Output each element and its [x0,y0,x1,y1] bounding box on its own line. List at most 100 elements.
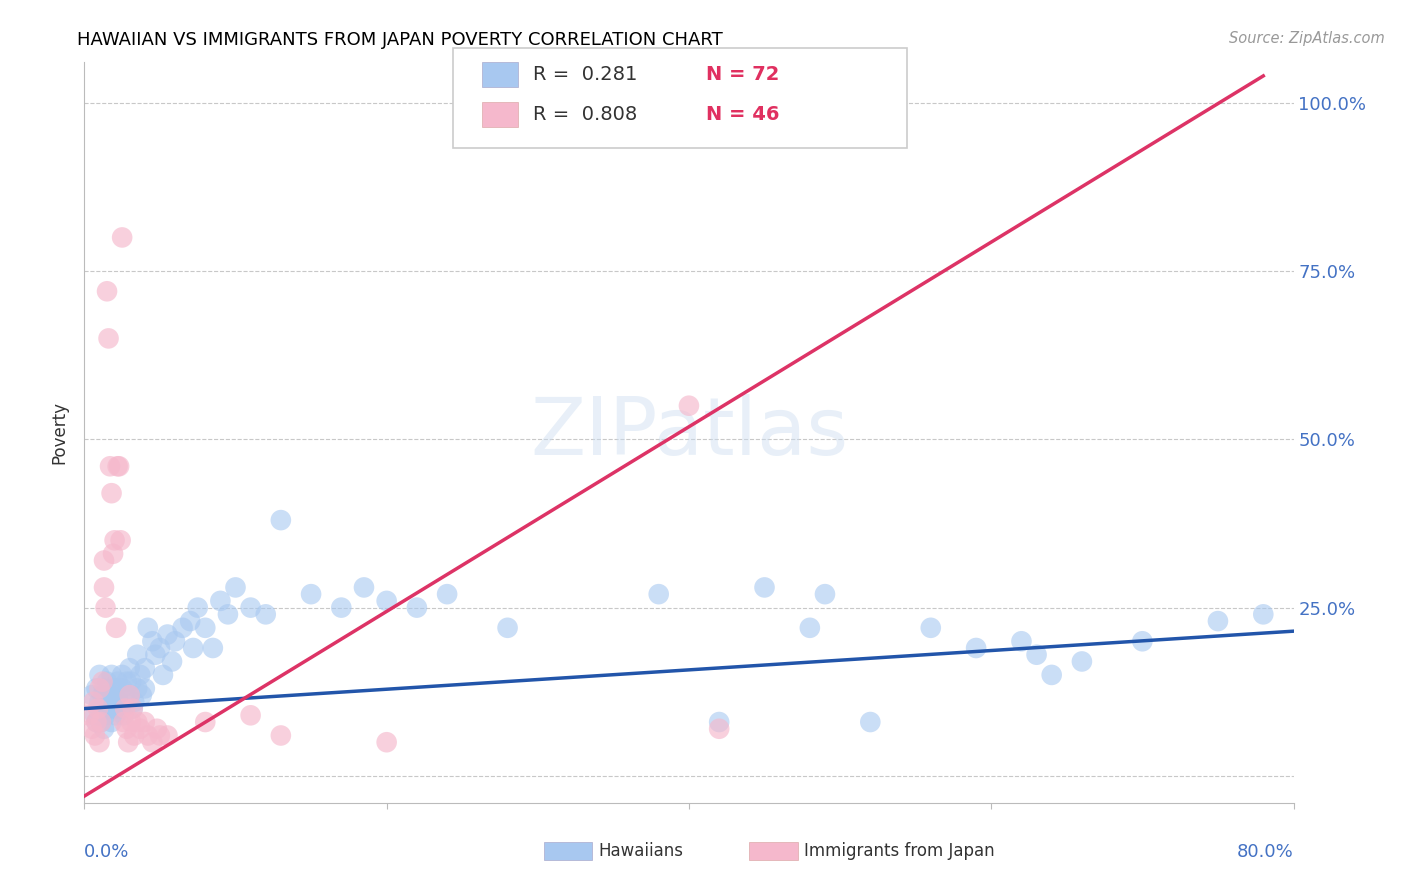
Point [105,708,128,723]
Point [107,688,129,702]
Point [1025,648,1047,662]
Point [89,735,111,749]
Point [111,668,134,682]
Point [96,695,118,709]
Point [98,459,121,474]
Point [406,600,429,615]
Point [136,729,159,743]
Point [86,681,108,696]
Point [111,230,134,244]
Point [100,714,122,729]
Point [94,708,117,723]
Point [122,729,145,743]
Point [146,722,169,736]
Point [121,701,143,715]
Point [201,640,224,655]
Point [678,399,700,413]
Text: ZIPatlas: ZIPatlas [530,393,848,472]
Point [93,722,115,736]
Point [118,688,141,702]
Point [145,648,167,662]
Point [496,621,519,635]
Point [90,714,112,729]
Point [104,533,127,548]
Point [97,331,120,345]
Text: Source: ZipAtlas.com: Source: ZipAtlas.com [1229,31,1385,46]
Point [1253,607,1275,622]
Point [209,594,232,608]
Point [89,701,111,715]
Point [134,661,156,675]
Point [859,714,882,729]
Text: Hawaiians: Hawaiians [599,842,683,860]
Point [93,553,115,567]
Point [194,621,217,635]
Point [114,688,136,702]
Point [709,714,731,729]
Text: N = 72: N = 72 [706,65,779,84]
Point [89,668,111,682]
Point [129,668,152,682]
Point [100,668,122,682]
Bar [482,102,519,127]
Point [225,581,247,595]
Point [141,634,163,648]
Point [110,701,132,715]
Point [97,701,120,715]
Point [77,708,100,723]
Point [814,587,837,601]
Point [160,655,183,669]
Point [134,681,156,696]
Point [187,600,209,615]
Point [127,714,149,729]
Point [270,513,292,527]
Point [82,695,104,709]
Point [436,587,458,601]
Point [217,607,239,622]
Point [96,285,118,299]
Point [107,674,129,689]
Point [165,634,187,648]
Point [141,735,163,749]
Point [91,701,114,715]
Point [120,714,142,729]
Text: R =  0.808: R = 0.808 [533,104,637,124]
Point [104,701,127,715]
Point [299,587,322,601]
Bar [749,842,797,860]
Point [156,627,179,641]
Point [111,681,134,696]
Point [1071,655,1094,669]
Point [270,729,292,743]
Point [84,708,107,723]
Point [107,459,129,474]
Point [375,594,398,608]
Point [965,640,987,655]
Point [115,722,138,736]
Point [920,621,942,635]
Point [1206,614,1229,628]
Point [80,688,103,702]
Text: 80.0%: 80.0% [1237,843,1294,861]
Bar [482,62,519,87]
Point [91,688,114,702]
Text: N = 46: N = 46 [706,104,779,124]
Point [149,729,172,743]
Point [172,621,194,635]
Point [1130,634,1153,648]
Point [239,708,262,723]
Point [100,486,122,500]
Point [754,581,776,595]
Point [156,729,179,743]
Point [118,661,141,675]
Point [127,681,149,696]
Point [93,681,115,696]
Point [799,621,821,635]
Point [108,695,131,709]
Point [118,688,141,702]
Point [1040,668,1063,682]
Point [239,600,262,615]
Point [89,681,111,696]
Point [122,695,145,709]
Point [254,607,277,622]
